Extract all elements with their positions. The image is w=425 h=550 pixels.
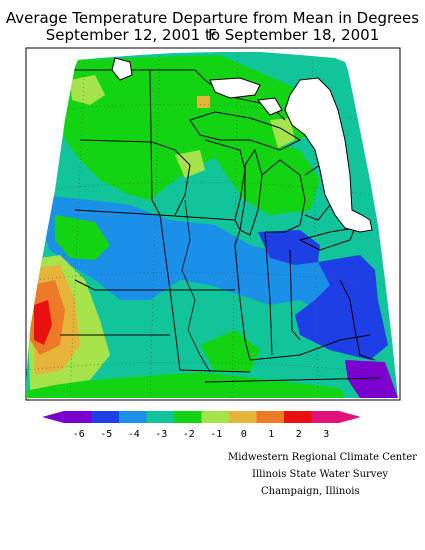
legend-swatch bbox=[119, 411, 147, 423]
temperature-region bbox=[210, 140, 320, 215]
temperature-region bbox=[295, 255, 388, 360]
legend-swatch bbox=[311, 411, 340, 423]
legend-swatch bbox=[256, 411, 285, 423]
legend-swatch bbox=[146, 411, 175, 423]
legend-label: -5 bbox=[100, 429, 112, 440]
coastline bbox=[111, 57, 373, 233]
temperature-region bbox=[34, 300, 52, 345]
legend-label: 2 bbox=[296, 429, 302, 440]
legend-label: -2 bbox=[183, 429, 195, 440]
legend-label: -3 bbox=[155, 429, 167, 440]
legend-swatch bbox=[174, 411, 202, 423]
temperature-field bbox=[26, 52, 398, 398]
legend-label: 3 bbox=[323, 429, 329, 440]
legend-label: 0 bbox=[241, 429, 247, 440]
temperature-region bbox=[26, 372, 345, 398]
temperature-region bbox=[270, 118, 295, 148]
legend-label: -6 bbox=[73, 429, 85, 440]
legend-swatch bbox=[229, 411, 257, 423]
legend-arrow-low bbox=[42, 411, 64, 423]
credit-line-3: Champaign, Illinois bbox=[261, 486, 360, 497]
map-title: Average Temperature Departure from Mean … bbox=[5, 9, 420, 44]
legend-swatch bbox=[201, 411, 230, 423]
legend-swatch bbox=[91, 411, 120, 423]
legend-label: 1 bbox=[268, 429, 274, 440]
temperature-region bbox=[40, 195, 372, 330]
legend-label: -4 bbox=[128, 429, 140, 440]
map-frame bbox=[25, 47, 401, 401]
credit-line-2: Illinois State Water Survey bbox=[252, 469, 389, 480]
temperature-region bbox=[55, 215, 110, 260]
credit-line-1: Midwestern Regional Climate Center bbox=[228, 452, 417, 463]
legend-label: -1 bbox=[210, 429, 222, 440]
temperature-region bbox=[70, 75, 105, 105]
legend-swatch bbox=[284, 411, 312, 423]
legend-swatch bbox=[64, 411, 92, 423]
temperature-region bbox=[345, 360, 398, 398]
legend-arrow-high bbox=[339, 411, 361, 423]
map-date-range: September 12, 2001 to September 18, 2001 bbox=[45, 26, 380, 44]
